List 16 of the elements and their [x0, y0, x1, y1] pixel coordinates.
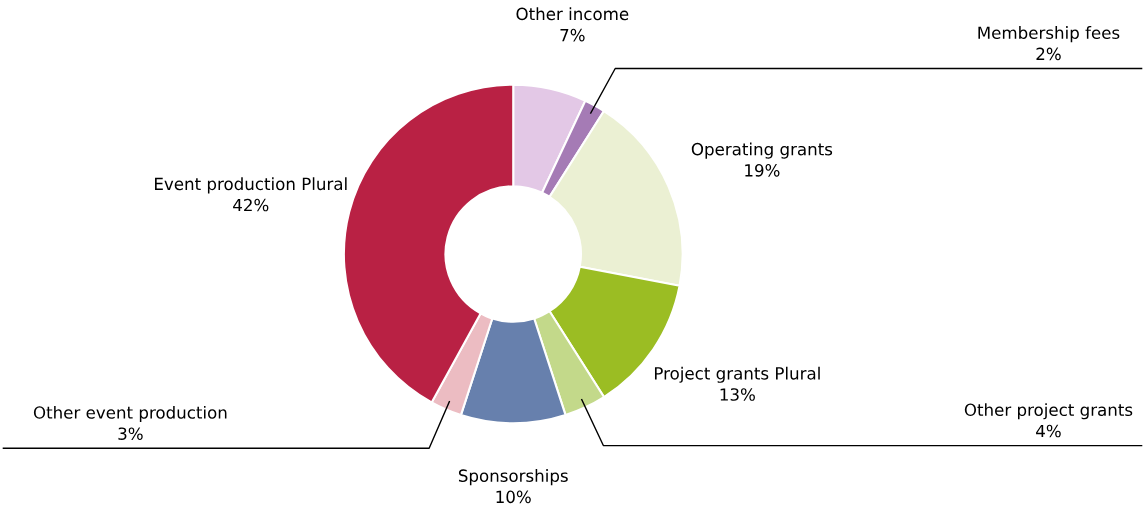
- slice-label: Membership fees: [978, 26, 1120, 43]
- data-label: 2%: [1036, 47, 1061, 61]
- slice-label: Project grants Plural: [654, 366, 820, 383]
- slice-label: Other income: [516, 7, 629, 21]
- data-label: 3%: [118, 427, 143, 441]
- data-label: 7%: [560, 28, 585, 42]
- slice-label: Event production Plural: [155, 177, 347, 194]
- data-label: 4%: [1036, 424, 1061, 438]
- data-label: 42%: [233, 198, 269, 212]
- slice-label: Other event production: [33, 405, 227, 423]
- slice-label: Other project grants: [964, 403, 1133, 420]
- data-label: 10%: [496, 490, 531, 504]
- data-label: 19%: [745, 164, 780, 177]
- data-label: 13%: [720, 388, 755, 401]
- slice-label: Sponsorships: [458, 469, 568, 486]
- slice-label: Operating grants: [691, 142, 833, 159]
